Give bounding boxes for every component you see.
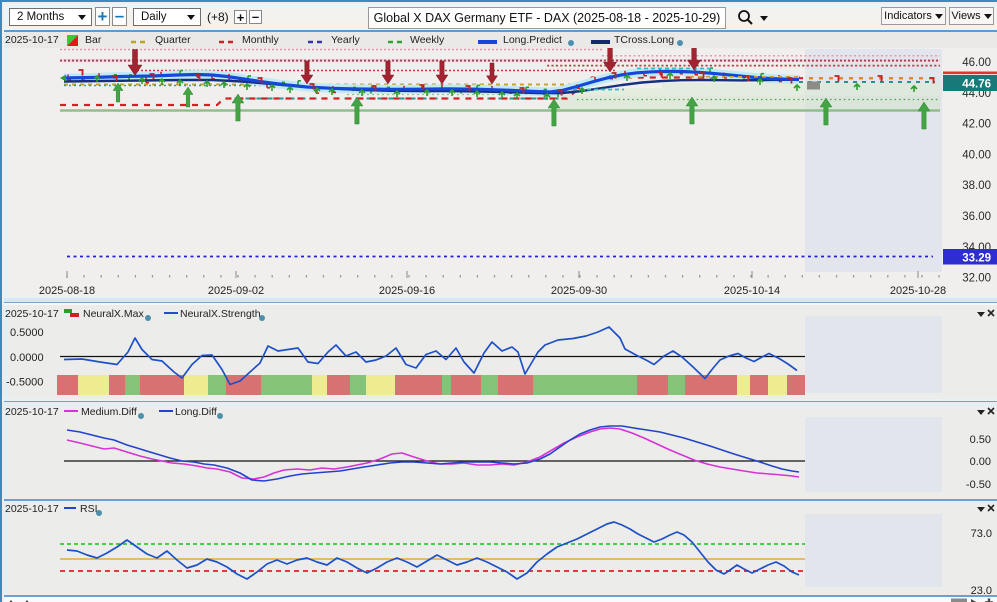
svg-text:2025-08-18: 2025-08-18 — [39, 285, 95, 297]
svg-text:0.0000: 0.0000 — [10, 352, 44, 364]
svg-text:NeuralX.Max: NeuralX.Max — [83, 308, 144, 320]
svg-text:2025-10-17: 2025-10-17 — [5, 406, 59, 418]
svg-text:40.00: 40.00 — [962, 149, 991, 161]
svg-text:2025-10-17: 2025-10-17 — [5, 503, 59, 515]
svg-text:2025-10-14: 2025-10-14 — [724, 285, 780, 297]
svg-text:2025-10-28: 2025-10-28 — [890, 285, 946, 297]
svg-text:-0.5000: -0.5000 — [6, 377, 43, 389]
svg-text:0.00: 0.00 — [970, 456, 991, 468]
svg-text:36.00: 36.00 — [962, 211, 991, 223]
svg-text:0.5000: 0.5000 — [10, 327, 44, 339]
svg-text:0.50: 0.50 — [970, 434, 991, 446]
svg-text:23.0: 23.0 — [971, 585, 992, 595]
svg-text:33.29: 33.29 — [962, 253, 991, 265]
svg-text:Medium.Diff: Medium.Diff — [81, 406, 137, 418]
svg-text:38.00: 38.00 — [962, 180, 991, 192]
svg-text:2025-09-02: 2025-09-02 — [208, 285, 264, 297]
svg-text:2025-09-16: 2025-09-16 — [379, 285, 435, 297]
svg-text:2025-09-30: 2025-09-30 — [551, 285, 607, 297]
svg-text:46.00: 46.00 — [962, 57, 991, 69]
svg-text:-0.50: -0.50 — [966, 479, 991, 491]
svg-text:44.76: 44.76 — [962, 79, 991, 91]
svg-text:42.00: 42.00 — [962, 119, 991, 131]
svg-text:2025-10-17: 2025-10-17 — [5, 308, 59, 320]
svg-text:RSI: RSI — [80, 503, 98, 515]
svg-text:32.00: 32.00 — [962, 273, 991, 285]
svg-text:Long.Diff: Long.Diff — [175, 406, 217, 418]
svg-text:73.0: 73.0 — [971, 528, 992, 540]
svg-text:NeuralX.Strength: NeuralX.Strength — [180, 308, 261, 320]
